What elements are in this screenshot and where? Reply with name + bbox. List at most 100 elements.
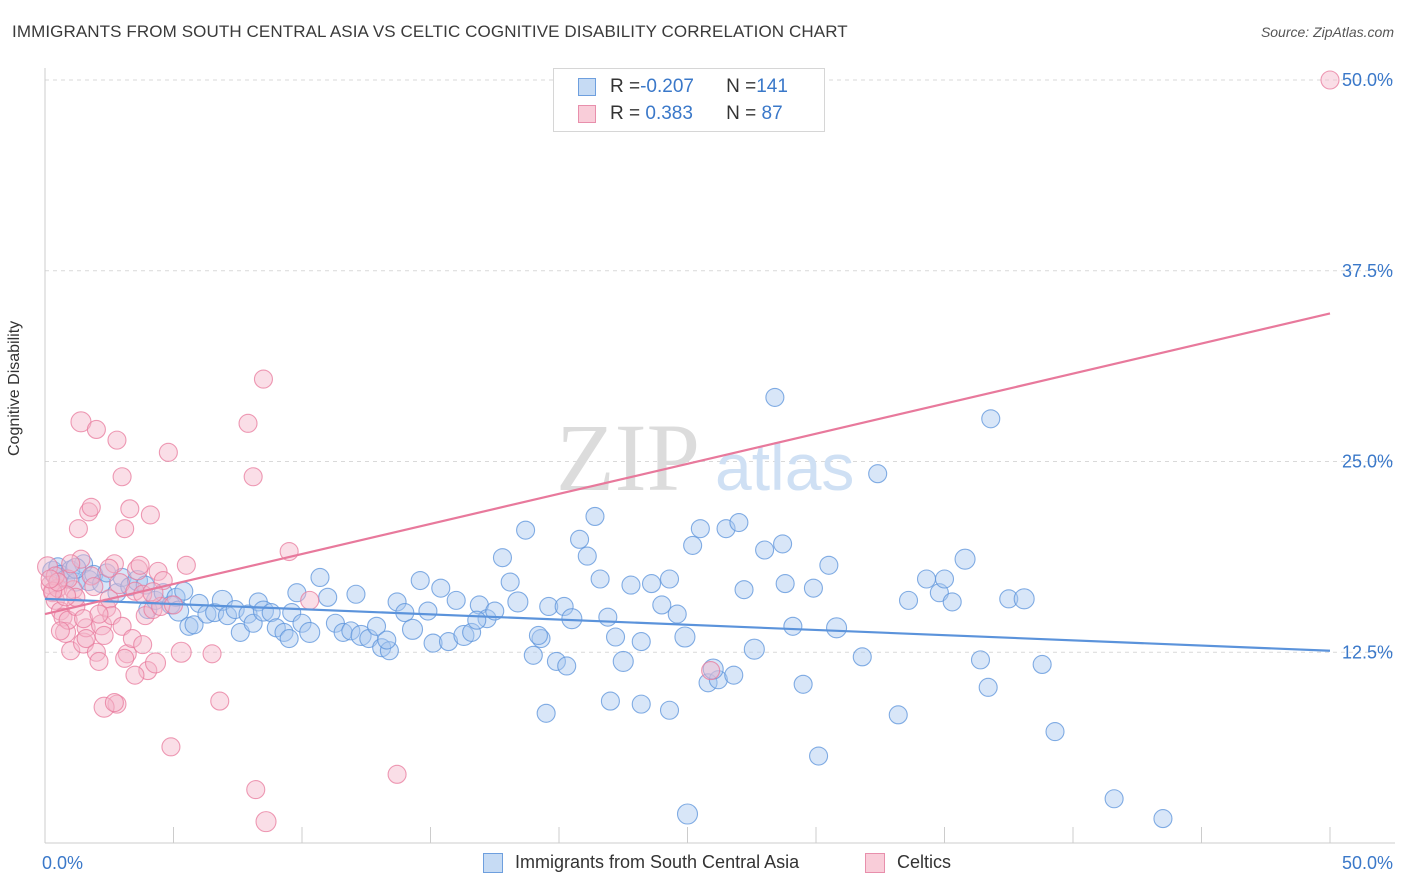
data-point [135,606,155,626]
data-point [701,661,721,681]
data-point [462,622,482,642]
data-point [536,703,556,723]
data-point [61,641,81,661]
data-point [161,737,181,757]
data-point [641,574,662,594]
data-point [104,693,124,713]
data-point [176,555,196,575]
data-point [418,601,438,621]
data-point [978,677,998,697]
data-point [253,369,274,389]
data-point [446,590,466,610]
data-point [888,705,908,725]
data-point [238,604,258,624]
data-point [981,409,1001,429]
data-point [605,627,626,647]
data-point [166,587,186,607]
data-point [76,628,96,649]
source-label: Source: ZipAtlas.com [1260,24,1394,40]
data-point [531,628,551,649]
data-point [1045,722,1065,742]
y-tick-label: 25.0% [1342,452,1393,472]
correlation-legend: R = -0.207 N = 141 R = 0.383 N = 87 [553,68,825,132]
data-point [189,593,209,613]
data-point [898,590,919,610]
data-point [724,665,744,685]
data-point [243,467,263,487]
data-point [346,584,366,604]
data-point [144,652,167,674]
data-point [755,540,775,560]
data-point [94,625,114,646]
data-point [387,764,407,784]
data-point [612,650,634,672]
legend-swatch-blue [578,78,596,96]
data-point [89,651,109,671]
legend-swatch-pink [578,105,596,123]
data-point [1153,809,1173,829]
data-point [279,628,299,649]
data-point [438,632,459,652]
data-point [674,626,696,648]
data-point [86,419,106,440]
bottom-legend-item-south-central-asia: Immigrants from South Central Asia [483,852,799,873]
data-point [659,569,680,589]
data-point [600,691,620,711]
data-point [115,519,135,539]
data-point [631,694,651,714]
legend-n-value: 141 [756,76,788,97]
data-point [690,519,710,539]
data-point [819,555,839,575]
data-point [783,616,803,636]
data-point [318,587,338,607]
data-point [210,691,230,711]
watermark-zip: ZIP [556,404,700,511]
data-point [61,554,81,574]
data-point [826,617,848,639]
data-point [507,591,529,613]
data-point [598,607,618,627]
data-point [387,592,407,612]
legend-row-celtics: R = 0.383 N = 87 [578,103,783,125]
data-point [112,616,132,636]
watermark-atlas: atlas [715,430,854,504]
trend-lines [44,312,1331,652]
data-point [577,546,597,566]
y-tick-label: 12.5% [1342,642,1393,662]
data-point [500,572,520,592]
legend-r-label: R = [610,103,641,124]
data-point [934,569,955,589]
data-point [659,700,680,720]
data-point [292,613,312,633]
data-point [142,582,164,604]
data-point [202,644,222,664]
data-point [170,641,192,663]
data-point [158,442,178,462]
data-point [590,569,610,589]
data-point [423,633,443,653]
data-point [554,596,574,617]
data-point [916,569,937,589]
data-point [91,574,112,594]
data-point [477,609,497,629]
data-point [68,519,88,539]
trend-line [44,597,1331,652]
data-point [99,558,119,578]
data-point [377,630,397,650]
data-point [557,656,577,676]
data-point [431,578,451,598]
data-point [676,803,699,825]
bottom-legend: Immigrants from South Central Asia Celti… [0,852,1406,876]
data-point [1013,588,1035,610]
bottom-legend-item-celtics: Celtics [865,852,951,873]
data-point [667,604,687,624]
data-point [122,628,142,649]
data-point [852,647,872,667]
data-point [570,529,590,549]
data-point [631,632,651,652]
data-point [40,569,60,589]
data-point [516,520,536,540]
data-point [341,621,361,641]
data-point [775,574,795,594]
